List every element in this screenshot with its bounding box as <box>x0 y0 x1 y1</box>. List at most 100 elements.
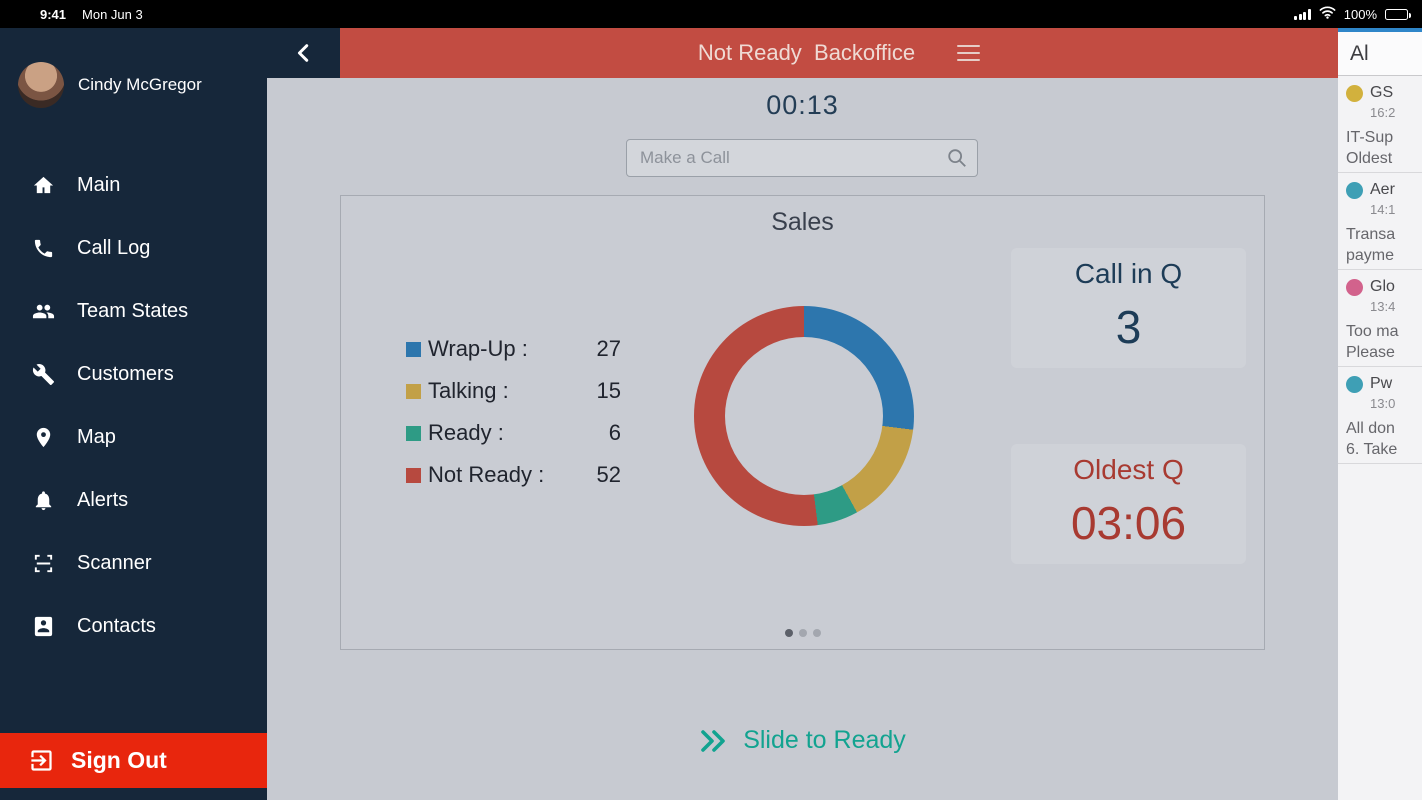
search-input[interactable] <box>626 139 978 177</box>
status-timer: 00:13 <box>766 90 839 120</box>
card-title: Sales <box>771 208 834 236</box>
sidebar-item-team-states[interactable]: Team States <box>0 280 267 343</box>
alert-time: 13:4 <box>1370 299 1396 314</box>
alert-avatar <box>1346 84 1363 102</box>
chart-legend: Wrap-Up 27 Talking 15 Ready 6 Not Ready … <box>406 328 621 496</box>
search-icon[interactable] <box>946 147 968 169</box>
legend-value: 27 <box>596 336 621 361</box>
alerts-panel-title: Al <box>1338 28 1422 76</box>
contacts-icon <box>34 616 53 637</box>
sidebar-item-label: Team States <box>77 300 189 322</box>
sidebar-item-alerts[interactable]: Alerts <box>0 469 267 532</box>
sidebar-item-label: Main <box>77 174 121 196</box>
slide-to-ready-label: Slide to Ready <box>743 726 906 754</box>
alert-message: IT-Sup Oldest <box>1346 129 1394 167</box>
home-icon <box>33 176 54 194</box>
call-in-q-value: 3 <box>1115 301 1142 353</box>
legend-item: Wrap-Up 27 <box>406 328 621 370</box>
oldest-q-box: Oldest Q 03:06 <box>1011 444 1246 564</box>
battery-percent: 100% <box>1343 6 1377 22</box>
sidebar-item-label: Map <box>77 426 116 448</box>
legend-swatch <box>406 383 421 399</box>
alert-time: 13:0 <box>1370 396 1396 411</box>
menu-icon[interactable] <box>957 44 981 62</box>
alert-item[interactable]: Aer 14:1 Transa payme <box>1338 173 1422 270</box>
sign-out-label: Sign Out <box>71 747 167 773</box>
sidebar-item-scanner[interactable]: Scanner <box>0 532 267 595</box>
alert-message: All don 6. Take <box>1346 420 1398 458</box>
alert-avatar <box>1346 375 1363 393</box>
status-time: 9:41 <box>40 6 67 22</box>
alert-item[interactable]: GS 16:2 IT-Sup Oldest <box>1338 76 1422 173</box>
phone-icon <box>34 239 53 258</box>
bell-icon <box>35 491 52 511</box>
tools-icon <box>32 364 55 386</box>
legend-swatch <box>406 467 421 483</box>
avatar[interactable] <box>18 62 64 108</box>
sidebar-item-contacts[interactable]: Contacts <box>0 595 267 658</box>
user-name: Cindy McGregor <box>78 75 202 94</box>
donut-hole <box>725 337 883 495</box>
legend-swatch <box>406 341 421 357</box>
signal-icon <box>1294 8 1311 20</box>
wifi-icon <box>1319 6 1336 22</box>
sidebar-item-label: Scanner <box>77 552 152 574</box>
double-chevron-icon <box>701 729 725 752</box>
sidebar-nav: Main Call Log Team States Customers Map <box>0 154 267 658</box>
alert-item[interactable]: Glo 13:4 Too ma Please <box>1338 270 1422 367</box>
sidebar: Cindy McGregor Main Call Log Team States… <box>0 28 267 800</box>
header-bar: Not Ready Backoffice <box>340 28 1338 78</box>
call-in-q-box: Call in Q 3 <box>1011 248 1246 368</box>
sidebar-item-call-log[interactable]: Call Log <box>0 217 267 280</box>
sidebar-item-label: Alerts <box>77 489 129 511</box>
scanner-icon <box>34 554 53 573</box>
page-title: Not Ready Backoffice <box>697 40 916 65</box>
oldest-q-label: Oldest Q <box>1073 454 1184 485</box>
legend-item: Ready 6 <box>406 412 621 454</box>
sidebar-item-main[interactable]: Main <box>0 154 267 217</box>
donut-chart-wrap <box>694 306 914 526</box>
oldest-q-value: 03:06 <box>1070 497 1187 549</box>
sidebar-item-customers[interactable]: Customers <box>0 343 267 406</box>
legend-label: Ready <box>428 420 504 446</box>
sign-out-button[interactable]: Sign Out <box>0 733 267 788</box>
alert-name: Aer <box>1370 181 1395 198</box>
alert-item[interactable]: Pw 13:0 All don 6. Take <box>1338 367 1422 464</box>
alert-avatar <box>1346 278 1363 296</box>
people-icon <box>32 304 55 319</box>
legend-value: 6 <box>608 420 621 445</box>
legend-label: Talking <box>428 378 509 404</box>
status-date: Mon Jun 3 <box>82 6 143 22</box>
legend-label: Not Ready <box>428 462 544 488</box>
page-dot-2[interactable] <box>798 629 807 637</box>
legend-swatch <box>406 425 421 441</box>
legend-item: Not Ready 52 <box>406 454 621 496</box>
alert-message: Transa payme <box>1346 226 1396 264</box>
alert-avatar <box>1346 181 1363 199</box>
legend-label: Wrap-Up <box>428 336 528 362</box>
alert-name: Pw <box>1370 375 1393 392</box>
sign-out-icon <box>31 750 52 771</box>
page-dot-1[interactable] <box>784 629 793 637</box>
back-button[interactable] <box>267 28 340 78</box>
sidebar-item-map[interactable]: Map <box>0 406 267 469</box>
alert-name: GS <box>1370 84 1394 101</box>
slide-to-ready[interactable]: Slide to Ready <box>267 726 1338 755</box>
sidebar-item-label: Customers <box>77 363 174 385</box>
alerts-panel: Al GS 16:2 IT-Sup Oldest Aer 14:1 Transa… <box>1338 28 1422 800</box>
map-pin-icon <box>36 427 51 448</box>
page-dot-3[interactable] <box>812 629 821 637</box>
alert-time: 16:2 <box>1370 105 1396 120</box>
topbar: Not Ready Backoffice <box>267 28 1338 78</box>
legend-value: 52 <box>596 462 621 487</box>
page-dots <box>341 629 1264 637</box>
user-profile[interactable]: Cindy McGregor <box>0 28 267 108</box>
make-a-call-search <box>626 139 978 177</box>
alert-message: Too ma Please <box>1346 323 1399 361</box>
main-area: Not Ready Backoffice 00:13 Sales Wrap-Up… <box>267 28 1338 800</box>
status-bar: 9:41 Mon Jun 3 100% <box>0 0 1422 28</box>
sidebar-item-label: Contacts <box>77 615 156 637</box>
sales-card: Sales Wrap-Up 27 Talking 15 Ready 6 <box>340 195 1265 650</box>
call-in-q-label: Call in Q <box>1074 258 1183 289</box>
